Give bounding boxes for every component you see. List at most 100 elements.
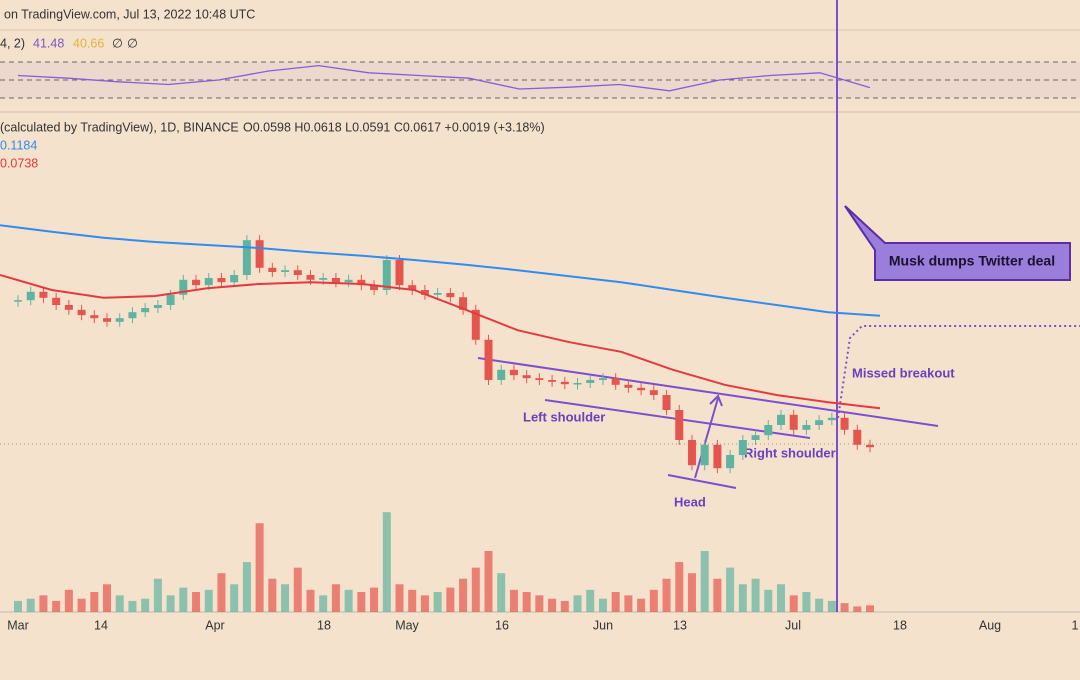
volume-bar [611, 592, 620, 612]
candle [141, 308, 150, 313]
candle [522, 375, 531, 379]
volume-bar [395, 584, 404, 612]
candle [128, 312, 137, 319]
candle [560, 381, 569, 385]
volume-bar [598, 598, 607, 612]
x-tick-label: Jun [593, 618, 613, 632]
x-tick-label: 1 [1072, 618, 1079, 632]
volume-bar [39, 595, 48, 612]
volume-bar [560, 600, 569, 612]
volume-bar [268, 578, 277, 612]
candle [306, 275, 315, 280]
volume-bar [548, 598, 557, 612]
volume-bar [738, 584, 747, 612]
candle [77, 309, 86, 316]
candle [103, 318, 112, 322]
volume-bar [141, 598, 150, 612]
candle [509, 369, 518, 376]
rsi-line [17, 64, 871, 92]
candle [255, 240, 264, 268]
candle [611, 378, 620, 385]
ma-label: 0.1184 [0, 138, 37, 152]
candle [459, 297, 468, 310]
volume-bar [357, 592, 366, 612]
ohlc: O0.0598 H0.0618 L0.0591 C0.0617 +0.0019 … [243, 120, 545, 134]
volume-bar [827, 600, 836, 612]
volume-bar [764, 589, 773, 612]
candle [662, 395, 671, 410]
volume-bar [77, 598, 86, 612]
candle [204, 278, 213, 286]
volume-bar [255, 523, 264, 612]
volume-bar [128, 600, 137, 612]
volume-bar [433, 592, 442, 612]
candle [827, 417, 836, 421]
annotation: Right shoulder [744, 445, 836, 460]
candle [370, 285, 379, 290]
volume-bar [675, 562, 684, 612]
x-tick-label: 16 [495, 618, 509, 632]
candle [815, 420, 824, 425]
volume-bar [26, 598, 35, 612]
volume-bar [662, 578, 671, 612]
annotation: Left shoulder [523, 409, 605, 424]
candle [242, 240, 251, 275]
volume-bar [649, 589, 658, 612]
candle [115, 318, 124, 322]
volume-bar [522, 592, 531, 612]
candle [344, 279, 353, 283]
volume-bar [52, 600, 61, 612]
candle [166, 294, 175, 305]
volume-bar [90, 592, 99, 612]
candle [726, 455, 735, 469]
candle [420, 290, 429, 295]
volume-bar [217, 573, 226, 612]
volume-bar [319, 595, 328, 612]
volume-bar [637, 598, 646, 612]
candle [866, 444, 874, 448]
volume-bar [586, 589, 595, 612]
candle [230, 275, 239, 283]
candle [853, 429, 862, 445]
volume-bar [103, 584, 112, 612]
candle [751, 435, 760, 440]
candle [484, 339, 493, 380]
candle [497, 369, 506, 380]
candle [14, 300, 22, 302]
candle [293, 270, 302, 275]
volume-bar [166, 595, 175, 612]
ma-label: 0.0738 [0, 156, 38, 170]
rsi-signal: 40.66 [73, 36, 104, 50]
moving-average [0, 224, 881, 317]
candle [687, 440, 696, 466]
volume-bar [192, 592, 201, 612]
candle [764, 425, 773, 436]
candle [776, 414, 785, 425]
volume-bar [408, 589, 417, 612]
volume-bar [509, 589, 518, 612]
volume-bar [700, 551, 709, 612]
volume-bar [751, 578, 760, 612]
volume-bar [497, 573, 506, 612]
candle [281, 270, 290, 272]
volume-bar [382, 512, 391, 612]
candle [548, 380, 557, 382]
rsi-value: 41.48 [33, 36, 64, 50]
candle [535, 378, 544, 380]
candle [446, 293, 455, 298]
x-tick-label: 14 [94, 618, 108, 632]
volume-bar [853, 606, 862, 612]
volume-bar [459, 578, 468, 612]
candle [700, 444, 709, 466]
candle [586, 380, 595, 383]
candle [408, 285, 417, 290]
candle [789, 414, 798, 430]
candle [624, 384, 633, 388]
x-tick-label: 18 [317, 618, 331, 632]
candle [395, 260, 404, 286]
moving-average [0, 274, 881, 410]
na: ∅ [112, 36, 123, 50]
candle [637, 387, 646, 391]
volume-bar [153, 578, 162, 612]
